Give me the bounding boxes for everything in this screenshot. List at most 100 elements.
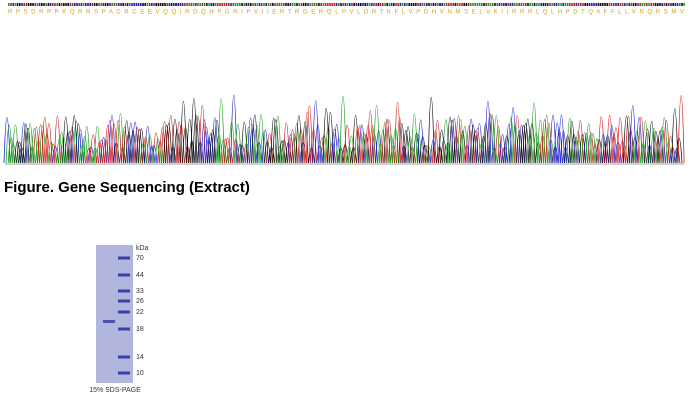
base-glyph — [283, 3, 285, 6]
base-glyph — [516, 3, 518, 6]
base-glyph — [241, 3, 243, 6]
trace-peak — [161, 121, 168, 164]
base-glyph — [360, 3, 362, 6]
trace-peak — [457, 119, 464, 164]
base-glyph — [553, 3, 556, 6]
base-glyph — [472, 3, 474, 6]
trace-peak — [677, 95, 685, 164]
base-glyph — [507, 3, 509, 6]
base-glyph — [595, 3, 597, 6]
base-glyph — [19, 3, 21, 6]
trace-peak — [417, 119, 425, 164]
base-glyph — [133, 3, 135, 6]
trace-peak — [602, 140, 609, 164]
base-glyph — [426, 3, 428, 6]
base-glyph — [470, 3, 472, 6]
base-glyph — [234, 3, 237, 6]
base-glyph — [494, 3, 496, 6]
base-glyph — [628, 3, 630, 6]
base-glyph — [98, 3, 100, 6]
trace-peak — [173, 129, 181, 164]
ladder-band — [118, 289, 130, 293]
trace-peak — [387, 135, 395, 164]
base-glyph — [571, 3, 573, 6]
base-glyph — [401, 3, 404, 6]
base-glyph — [597, 3, 600, 6]
base-glyph — [382, 3, 384, 6]
trace-peak — [251, 114, 259, 164]
trace-peak — [442, 119, 450, 164]
base-glyph — [201, 3, 204, 6]
trace-peak — [541, 119, 548, 164]
base-glyph — [661, 3, 663, 6]
base-glyph — [679, 3, 681, 6]
trace-peak — [287, 134, 294, 164]
trace-peak — [364, 125, 372, 164]
base-glyph — [333, 3, 336, 6]
base-glyph — [228, 3, 230, 6]
trace-peak — [79, 143, 86, 164]
trace-peak — [240, 122, 248, 164]
trace-peak — [337, 147, 345, 164]
base-glyph — [78, 3, 80, 6]
base-glyph — [386, 3, 388, 6]
trace-peak — [167, 114, 175, 164]
base-glyph — [109, 3, 111, 6]
base-glyph — [558, 3, 560, 6]
trace-peak — [163, 124, 170, 164]
base-glyph — [560, 3, 562, 6]
base-glyph — [10, 3, 12, 6]
base-glyph — [322, 3, 325, 6]
trace-peak — [503, 135, 511, 164]
base-glyph — [232, 3, 234, 6]
base-glyph — [544, 3, 547, 6]
trace-peak — [186, 119, 194, 164]
base-glyph — [665, 3, 668, 6]
base-glyph — [60, 3, 63, 6]
base-glyph — [289, 3, 292, 6]
base-glyph — [619, 3, 622, 6]
base-glyph — [676, 3, 679, 6]
base-glyph — [344, 3, 347, 6]
base-glyph — [566, 3, 569, 6]
trace-peak — [192, 114, 200, 164]
marker-label: 22 — [136, 309, 144, 316]
base-glyph — [225, 3, 228, 6]
trace-peak — [644, 128, 651, 164]
base-glyph — [32, 3, 34, 6]
base-glyph — [221, 3, 223, 6]
trace-peak — [526, 134, 534, 164]
base-glyph — [294, 3, 296, 6]
trace-peak — [249, 124, 257, 164]
marker-label: 33 — [136, 288, 144, 295]
base-glyph — [520, 3, 523, 6]
base-glyph — [197, 3, 199, 6]
base-glyph — [206, 3, 208, 6]
base-glyph — [316, 3, 318, 6]
base-glyph — [496, 3, 498, 6]
trace-peak — [7, 137, 15, 164]
base-glyph — [417, 3, 419, 6]
base-glyph — [256, 3, 259, 6]
base-glyph — [36, 3, 39, 6]
base-glyph — [250, 3, 252, 6]
base-glyph — [76, 3, 78, 6]
base-glyph — [302, 3, 305, 6]
base-glyph — [331, 3, 333, 6]
trace-peak — [278, 140, 286, 164]
trace-peak — [530, 102, 538, 164]
base-glyph — [637, 3, 639, 6]
base-glyph — [538, 3, 540, 6]
trace-peak — [245, 126, 252, 164]
trace-peak — [381, 122, 389, 164]
trace-peak — [171, 119, 179, 164]
trace-peak — [373, 105, 380, 164]
trace-peak — [272, 119, 280, 164]
base-glyph — [153, 3, 155, 6]
base-glyph — [142, 3, 144, 6]
trace-peak — [108, 114, 116, 164]
trace-peak — [64, 132, 72, 164]
base-glyph — [137, 3, 140, 6]
trace-peak — [665, 141, 672, 164]
